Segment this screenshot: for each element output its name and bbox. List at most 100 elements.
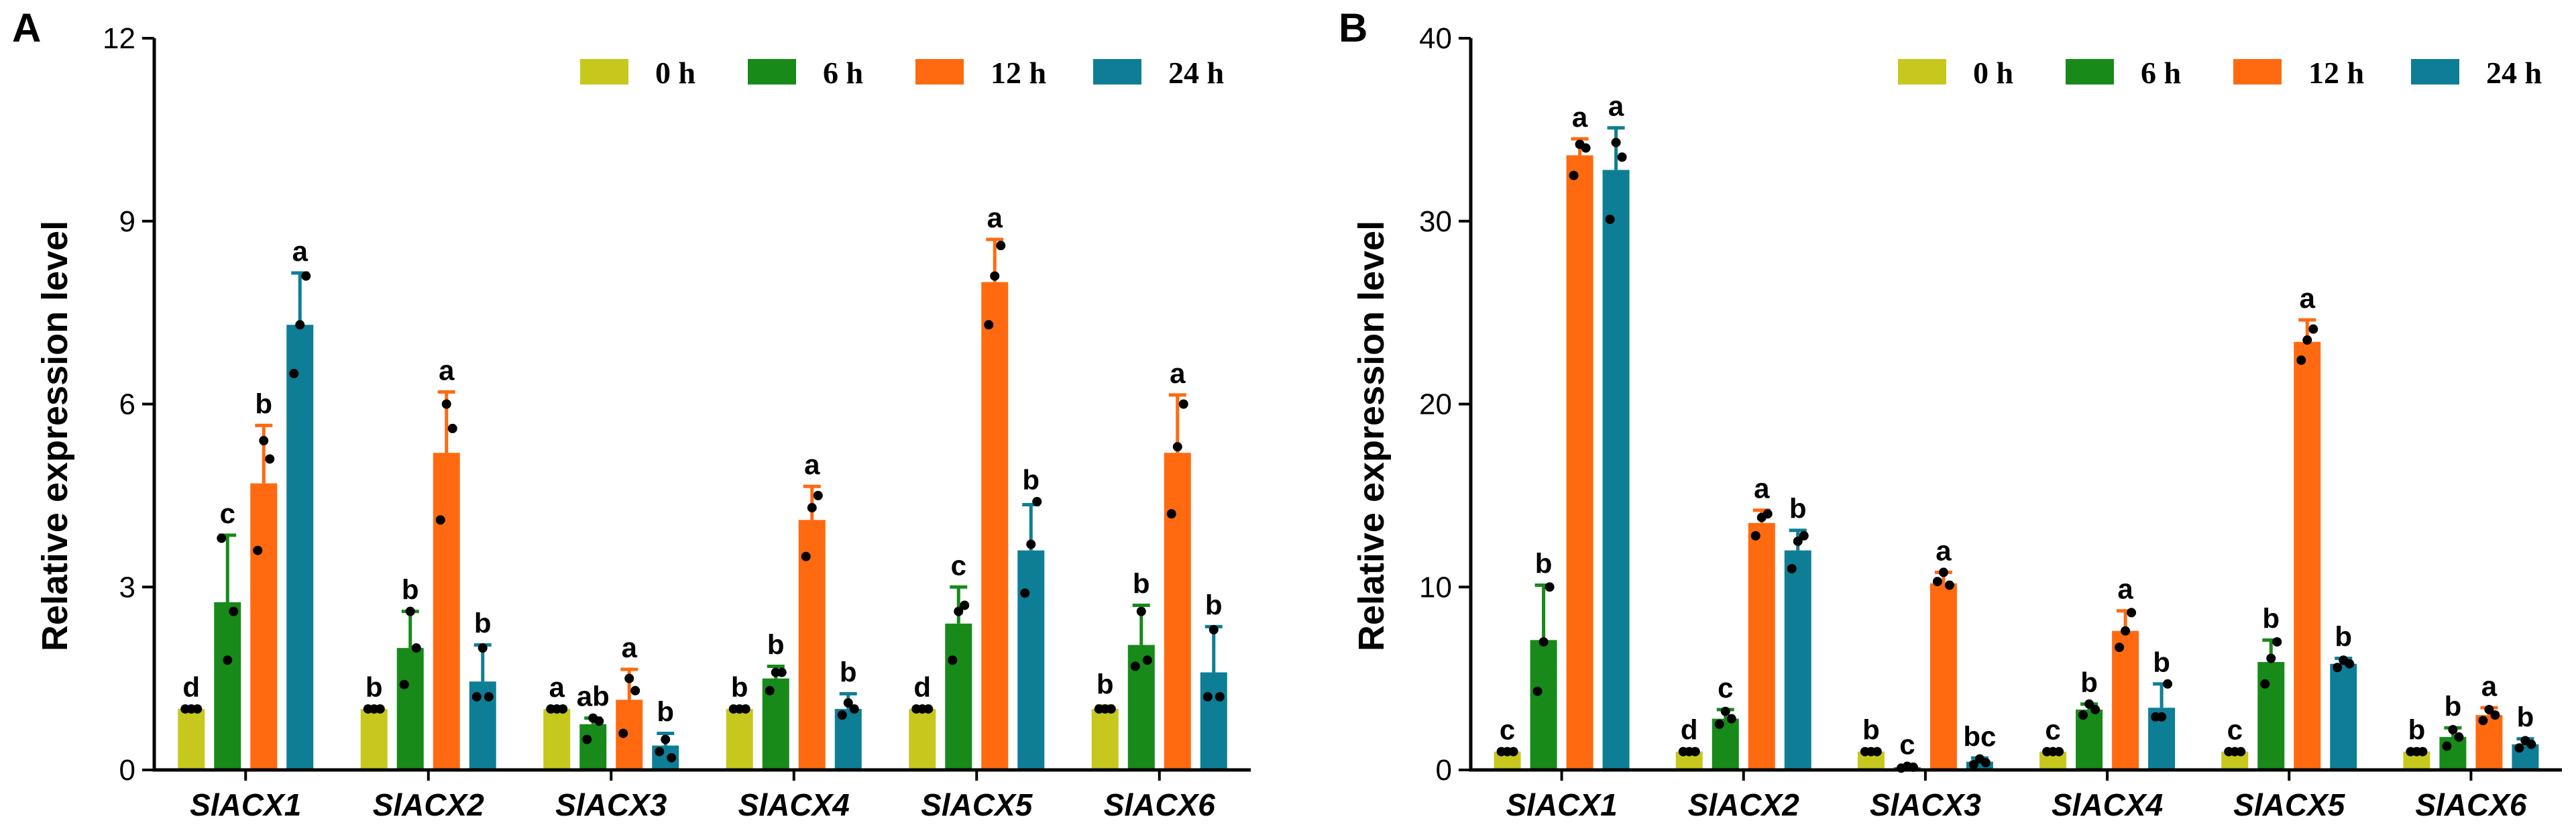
replicate-point [843, 698, 853, 708]
x-tick-label: SlACX3 [555, 787, 667, 822]
replicate-point [984, 320, 994, 330]
replicate-point [301, 271, 311, 281]
panel-a-y-axis-label: Relative expression level [35, 221, 75, 651]
replicate-point [289, 369, 299, 379]
legend-swatch [1898, 59, 1946, 85]
significance-letter: a [2300, 282, 2316, 314]
significance-letter: b [2517, 702, 2534, 733]
replicate-point [1720, 706, 1730, 716]
replicate-point [1932, 577, 1942, 587]
x-tick-label: SlACX2 [1688, 787, 1800, 822]
replicate-point [1793, 537, 1803, 547]
replicate-point [471, 691, 482, 702]
panel-b-letter: B [1339, 5, 1367, 50]
replicate-point [1611, 137, 1621, 148]
replicate-point [2302, 335, 2312, 345]
significance-letter: a [622, 632, 638, 663]
x-tick-label: SlACX2 [373, 787, 485, 822]
x-tick-label: SlACX5 [2233, 787, 2346, 822]
replicate-point [2260, 679, 2270, 689]
legend-label: 12 h [2308, 56, 2364, 90]
legend-label: 6 h [823, 56, 863, 90]
significance-letter: c [2227, 714, 2243, 746]
replicate-point [484, 691, 494, 702]
x-tick-label: SlACX1 [1506, 787, 1617, 822]
replicate-point [2121, 626, 2131, 636]
replicate-point [801, 551, 811, 561]
bar-24h-SlACX6 [1200, 672, 1227, 770]
replicate-point [2442, 741, 2452, 751]
significance-letter: b [255, 388, 272, 419]
replicate-point [2333, 663, 2343, 673]
replicate-point [1872, 746, 1882, 757]
replicate-point [2490, 710, 2500, 720]
bar-6h-SlACX4 [2076, 709, 2103, 770]
significance-letter: b [2335, 621, 2352, 653]
significance-letter: d [913, 671, 931, 703]
replicate-point [594, 716, 604, 726]
replicate-point [2454, 732, 2464, 742]
replicate-point [192, 704, 203, 714]
replicate-point [1032, 496, 1042, 506]
replicate-point [1538, 637, 1549, 647]
significance-letter: b [1022, 464, 1040, 496]
bar-6h-SlACX3 [579, 724, 607, 770]
significance-letter: b [731, 671, 748, 703]
y-tick-label: 3 [119, 571, 135, 604]
replicate-point [1130, 661, 1140, 671]
bar-12h-SlACX5 [2294, 341, 2321, 770]
significance-letter: a [2481, 670, 2498, 702]
replicate-point [813, 490, 823, 500]
replicate-point [2084, 699, 2094, 709]
significance-letter: b [2262, 602, 2280, 634]
replicate-point [2484, 704, 2494, 714]
legend-label: 24 h [1168, 56, 1224, 90]
bar-24h-SlACX2 [1784, 550, 1811, 770]
replicate-point [624, 673, 634, 683]
replicate-point [1750, 531, 1760, 541]
legend-swatch [1093, 59, 1141, 85]
replicate-point [740, 704, 750, 714]
bar-24h-SlACX5 [1017, 550, 1045, 770]
significance-letter: d [1681, 714, 1698, 746]
bar-6h-SlACX5 [2257, 662, 2285, 770]
significance-letter: a [439, 354, 455, 386]
replicate-point [1026, 539, 1036, 549]
replicate-point [375, 704, 385, 714]
replicate-point [667, 752, 677, 763]
replicate-point [2127, 608, 2137, 618]
significance-letter: c [1899, 729, 1915, 761]
significance-letter: b [1097, 669, 1114, 700]
bar-12h-SlACX2 [1748, 522, 1775, 770]
y-tick-label: 0 [119, 754, 135, 787]
significance-letter: b [840, 656, 857, 687]
bar-24h-SlACX1 [286, 325, 314, 770]
bar-0h-SlACX3 [543, 709, 571, 770]
significance-letter: a [1170, 357, 1186, 389]
replicate-point [435, 515, 445, 525]
replicate-point [217, 533, 227, 543]
significance-letter: a [292, 235, 309, 267]
replicate-point [765, 685, 775, 695]
legend-label: 24 h [2486, 56, 2542, 90]
significance-letter: b [402, 574, 419, 606]
replicate-point [441, 399, 451, 409]
y-tick-label: 0 [1436, 754, 1452, 787]
bar-24h-SlACX5 [2330, 663, 2357, 770]
replicate-point [2345, 659, 2355, 669]
bar-12h-SlACX6 [1164, 453, 1191, 770]
bar-0h-SlACX6 [1091, 709, 1119, 770]
significance-letter: b [474, 608, 492, 639]
bar-12h-SlACX1 [1566, 155, 1593, 770]
replicate-point [954, 606, 964, 616]
replicate-point [1545, 582, 1555, 592]
replicate-point [1980, 758, 1991, 768]
replicate-point [1020, 588, 1030, 598]
replicate-point [582, 734, 592, 744]
bar-12h-SlACX3 [1929, 583, 1957, 770]
significance-letter: b [2408, 714, 2426, 746]
replicate-point [2478, 716, 2488, 726]
replicate-point [2163, 679, 2173, 689]
significance-letter: bc [1963, 720, 1996, 752]
replicate-point [948, 655, 958, 665]
